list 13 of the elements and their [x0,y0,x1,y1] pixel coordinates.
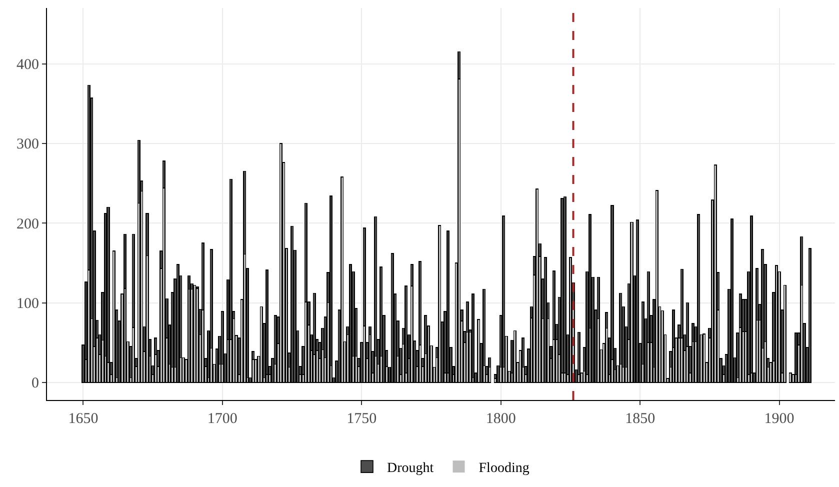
x-tick-label: 1700 [207,411,238,427]
y-tick-label: 400 [16,57,39,74]
y-tick-label: 200 [16,216,39,232]
x-tick-label: 1800 [486,411,516,427]
y-tick-label: 300 [16,136,39,153]
x-tick-label: 1650 [68,411,98,427]
x-tick-label: 1750 [346,411,377,427]
y-tick-label: 100 [16,296,39,312]
y-tick-label: 0 [32,376,39,392]
x-tick-label: 1850 [625,411,656,427]
x-tick-label: 1900 [764,411,794,427]
legend-label: Drought [387,461,434,476]
legend-label: Flooding [478,461,530,476]
